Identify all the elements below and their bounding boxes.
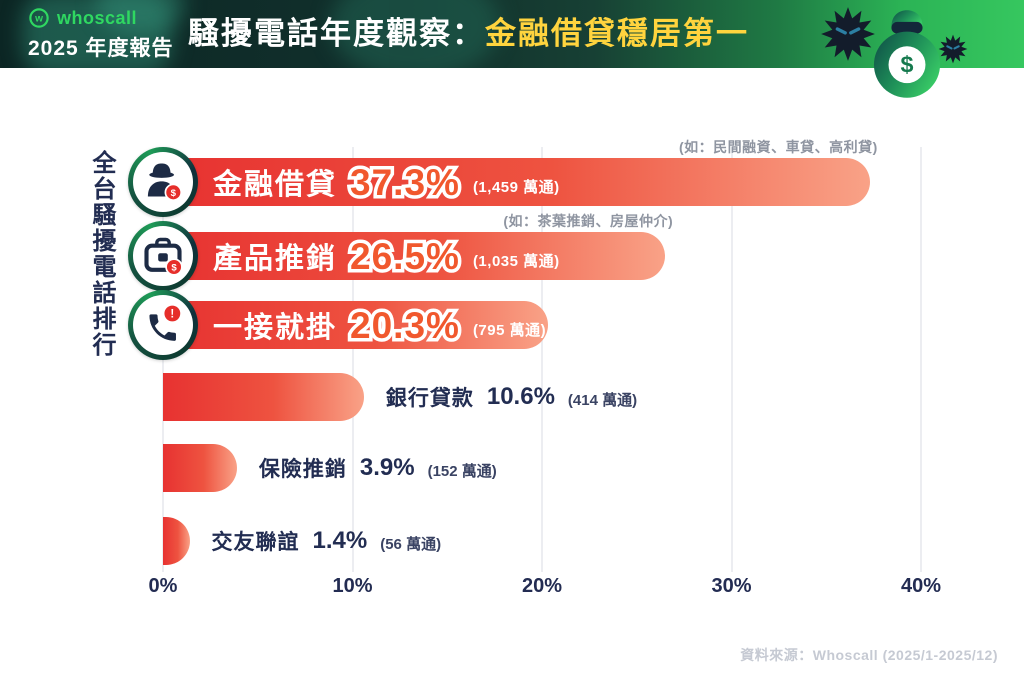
bar-label: 交友聯誼 [211,531,300,554]
bar-count: (795 萬通) [472,321,547,339]
svg-text:!: ! [170,308,174,320]
bar: 金融借貸 37.3% 37.3% (1,459 萬通) [163,158,870,206]
whoscall-logo-icon: w [29,8,49,28]
bar-percent: 37.3% 37.3% [347,160,463,204]
axis-title: 全台騷擾電話排行 [88,150,115,358]
scam-virus-icon-large [821,7,875,61]
x-axis-tick-label: 10% [332,575,373,597]
bar-label: 產品推銷 [213,243,338,275]
decor-blob [330,0,500,68]
bar-row: 金融借貸 37.3% 37.3% (1,459 萬通) $ (如：民間融資、車貸、高利貸) [0,139,1024,217]
bar-label: 保險推銷 [258,458,347,481]
header-banner: w whoscall 2025 年度報告 騷擾電話年度觀察：金融借貸穩居第一 [0,0,1024,98]
spy-dollar-icon: $ [128,147,198,217]
page-title: 騷擾電話年度觀察：金融借貸穩居第一 [188,0,749,68]
source-note: 資料來源：Whoscall (2025/1-2025/12) [740,647,998,663]
bar-row: 銀行貸款 10.6% (414 萬通) [0,373,1024,421]
bar-row: 產品推銷 26.5% 26.5% (1,035 萬通) $ (如：茶葉推銷、房屋仲介) [0,213,1024,291]
bar-label: 銀行貸款 [385,387,474,410]
x-axis-tick-label: 40% [900,575,942,597]
decor-blob [22,0,172,68]
bar-percent: 26.5% 26.5% [347,234,463,278]
bar-count: (1,035 萬通) [472,252,560,270]
bar-annotation: (如：民間融資、車貸、高利貸) [679,139,878,155]
report-year-badge: 2025 年度報告 [28,37,174,60]
bar-percent: 1.4% [312,527,368,554]
bar-count: (414 萬通) [567,391,638,409]
bar-row: 保險推銷 3.9% (152 萬通) [0,444,1024,492]
bar-label: 一接就掛 [213,312,338,344]
bar-count: (1,459 萬通) [472,178,560,196]
dollar-glyph: $ [901,51,914,77]
x-axis-tick-label: 20% [521,575,563,597]
scam-virus-icon-small [938,34,968,64]
logo-text: whoscall [57,7,138,28]
brand-block: w whoscall 2025 年度報告 [28,7,174,62]
bar-row: 交友聯誼 1.4% (56 萬通) [0,517,1024,565]
title-prefix: 騷擾電話年度觀察： [188,16,485,51]
bar: 產品推銷 26.5% 26.5% (1,035 萬通) [163,232,666,280]
bar-count: (152 萬通) [427,462,497,480]
header-background [0,0,1024,68]
bar-label: 金融借貸 [213,169,338,201]
bar-row: 一接就掛 20.3% 20.3% (795 萬通)! [0,290,1024,360]
bar [163,373,364,421]
bar-percent: 10.6% [486,383,555,410]
bar-percent: 3.9% [359,454,415,481]
money-bag-icon: $ [873,10,941,98]
briefcase-dollar-icon: $ [128,221,198,291]
logo-mark: w [34,14,43,25]
svg-text:$: $ [171,262,177,273]
x-axis-tick-label: 0% [148,575,178,597]
grid-line [730,147,733,572]
grid-line [920,147,922,572]
grid-line [351,147,354,572]
phone-alert-icon: ! [128,290,198,360]
svg-text:$: $ [171,188,177,199]
bar-annotation: (如：茶葉推銷、房屋仲介) [503,213,674,229]
x-axis-tick-label: 30% [711,575,752,597]
title-highlight: 金融借貸穩居第一 [485,16,749,51]
bar [163,517,190,565]
bar [163,444,237,492]
grid-line [541,147,543,572]
bar: 一接就掛 20.3% 20.3% (795 萬通) [163,301,548,349]
bar-count: (56 萬通) [380,535,442,553]
bar-percent: 20.3% 20.3% [347,303,463,347]
